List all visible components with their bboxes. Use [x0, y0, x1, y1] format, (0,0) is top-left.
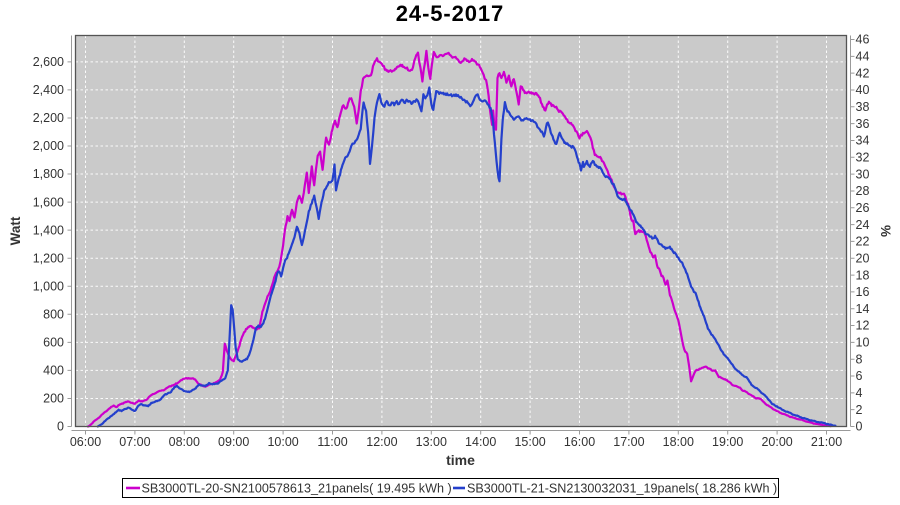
svg-text:24-5-2017: 24-5-2017 [396, 1, 504, 26]
svg-text:0: 0 [856, 420, 863, 434]
svg-text:0: 0 [57, 420, 64, 434]
svg-text:06:00: 06:00 [70, 435, 101, 449]
svg-text:21:00: 21:00 [811, 435, 842, 449]
svg-text:36: 36 [856, 117, 870, 131]
svg-text:07:00: 07:00 [119, 435, 150, 449]
svg-text:08:00: 08:00 [169, 435, 200, 449]
svg-text:30: 30 [856, 167, 870, 181]
svg-text:22: 22 [856, 235, 870, 249]
svg-text:18:00: 18:00 [663, 435, 694, 449]
svg-text:800: 800 [43, 308, 64, 322]
svg-text:26: 26 [856, 201, 870, 215]
svg-text:200: 200 [43, 392, 64, 406]
svg-text:18: 18 [856, 268, 870, 282]
svg-text:12: 12 [856, 319, 870, 333]
svg-text:46: 46 [856, 33, 870, 47]
svg-text:2,600: 2,600 [33, 55, 64, 69]
svg-text:2,400: 2,400 [33, 83, 64, 97]
svg-text:11:00: 11:00 [317, 435, 347, 449]
svg-text:20: 20 [856, 251, 870, 265]
svg-text:SB3000TL-21-SN2130032031_19pan: SB3000TL-21-SN2130032031_19panels( 18.28… [467, 481, 777, 495]
svg-text:16: 16 [856, 285, 870, 299]
svg-text:%: % [878, 225, 893, 237]
svg-text:15:00: 15:00 [514, 435, 545, 449]
svg-text:34: 34 [856, 134, 870, 148]
svg-text:10:00: 10:00 [267, 435, 298, 449]
svg-text:2: 2 [856, 403, 863, 417]
svg-text:09:00: 09:00 [218, 435, 249, 449]
svg-text:1,200: 1,200 [33, 251, 64, 265]
svg-text:12:00: 12:00 [366, 435, 397, 449]
svg-text:1,000: 1,000 [33, 279, 64, 293]
svg-text:40: 40 [856, 83, 870, 97]
svg-text:13:00: 13:00 [416, 435, 447, 449]
svg-text:19:00: 19:00 [712, 435, 743, 449]
svg-text:6: 6 [856, 369, 863, 383]
svg-text:17:00: 17:00 [613, 435, 644, 449]
svg-text:600: 600 [43, 336, 64, 350]
svg-text:4: 4 [856, 386, 863, 400]
svg-text:8: 8 [856, 352, 863, 366]
svg-text:400: 400 [43, 364, 64, 378]
svg-text:time: time [446, 452, 475, 468]
svg-text:1,800: 1,800 [33, 167, 64, 181]
svg-text:28: 28 [856, 184, 870, 198]
svg-text:10: 10 [856, 336, 870, 350]
svg-text:42: 42 [856, 66, 870, 80]
svg-text:24: 24 [856, 218, 870, 232]
svg-text:SB3000TL-20-SN2100578613_21pan: SB3000TL-20-SN2100578613_21panels( 19.49… [142, 481, 452, 495]
svg-text:1,400: 1,400 [33, 223, 64, 237]
svg-text:Watt: Watt [8, 216, 23, 245]
svg-text:14:00: 14:00 [465, 435, 496, 449]
svg-text:16:00: 16:00 [564, 435, 595, 449]
svg-text:38: 38 [856, 100, 870, 114]
svg-text:44: 44 [856, 50, 870, 64]
svg-text:32: 32 [856, 151, 870, 165]
svg-text:2,000: 2,000 [33, 139, 64, 153]
svg-text:2,200: 2,200 [33, 111, 64, 125]
svg-text:20:00: 20:00 [761, 435, 792, 449]
svg-text:1,600: 1,600 [33, 195, 64, 209]
svg-text:14: 14 [856, 302, 870, 316]
